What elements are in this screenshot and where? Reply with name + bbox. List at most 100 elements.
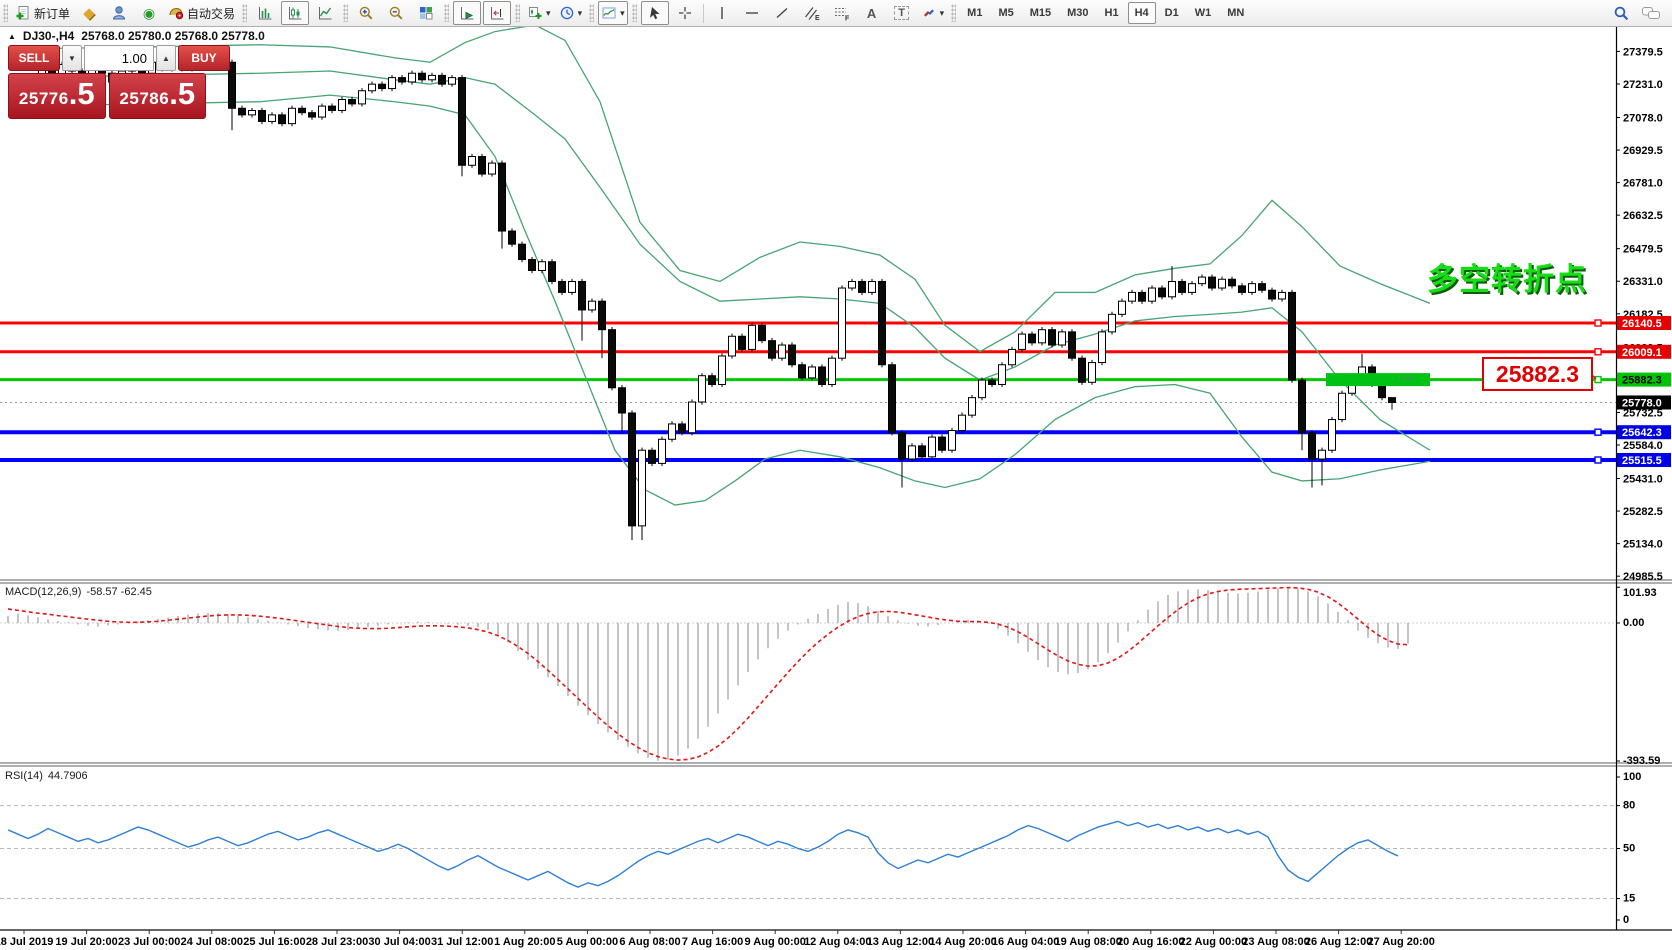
search-button[interactable] [1607, 1, 1635, 25]
price-callout-label[interactable]: 25882.3 [1482, 357, 1593, 391]
svg-text:6 Aug 08:00: 6 Aug 08:00 [619, 936, 680, 948]
new-chart-button[interactable]: ▾ [524, 1, 554, 25]
timeframe-d1-button[interactable]: D1 [1164, 7, 1179, 19]
price-badge-25515.5: 25515.5 [1617, 453, 1671, 468]
toolbar-grip[interactable] [515, 4, 521, 22]
svg-text:25584.0: 25584.0 [1623, 440, 1663, 452]
toolbar-grip[interactable] [589, 4, 595, 22]
volume-decrease-button[interactable]: ▼ [62, 45, 82, 71]
candlestick-chart-button[interactable] [281, 1, 310, 25]
price-badge-26009.1: 26009.1 [1617, 344, 1671, 359]
crosshair-button[interactable] [671, 1, 699, 25]
toolbar-grip[interactable] [631, 4, 637, 22]
zoom-out-button[interactable] [382, 1, 410, 25]
svg-text:25515.5: 25515.5 [1622, 455, 1662, 467]
vertical-line-button[interactable] [708, 1, 736, 25]
line-chart-button[interactable] [311, 1, 339, 25]
svg-text:100: 100 [1623, 771, 1641, 783]
order-entry-row: SELL ▼ ▲ BUY [8, 45, 230, 71]
svg-text:25642.3: 25642.3 [1622, 427, 1662, 439]
metaeditor-button[interactable]: ◆ [75, 1, 103, 25]
svg-text:24 Jul 08:00: 24 Jul 08:00 [181, 936, 243, 948]
zoom-in-button[interactable] [352, 1, 380, 25]
toolbar-grip[interactable] [343, 4, 349, 22]
chat-icon [1642, 7, 1660, 19]
signal-icon: ◉ [142, 5, 156, 21]
timeframe-m15-button[interactable]: M15 [1029, 7, 1052, 19]
buy-button[interactable]: BUY [178, 45, 230, 71]
line-handle[interactable] [1594, 456, 1602, 464]
svg-text:26479.5: 26479.5 [1623, 244, 1663, 256]
horizontal-line-button[interactable] [738, 1, 766, 25]
new-chart-icon [529, 7, 542, 19]
price-axis[interactable]: 27379.5 27231.0 27078.0 26929.5 26781.0 26632… [1615, 27, 1663, 930]
highlight-rectangle[interactable] [1326, 373, 1430, 387]
auto-scroll-button[interactable] [453, 1, 482, 25]
svg-text:5 Aug 00:00: 5 Aug 00:00 [557, 936, 618, 948]
chart-text-annotation[interactable]: 多空转折点 [1427, 262, 1587, 297]
svg-text:27231.0: 27231.0 [1623, 79, 1663, 91]
volume-increase-button[interactable]: ▲ [156, 45, 176, 71]
toolbar-right-group [1606, 1, 1666, 25]
arrows-button[interactable]: ▾ [918, 1, 948, 25]
svg-text:F: F [845, 16, 850, 22]
new-order-button[interactable]: 新订单 [12, 1, 73, 25]
svg-text:25 Jul 16:00: 25 Jul 16:00 [243, 936, 305, 948]
bar-chart-icon [259, 7, 272, 20]
auto-trading-label: 自动交易 [187, 6, 236, 21]
new-order-label: 新订单 [34, 6, 71, 21]
svg-text:13 Aug 12:00: 13 Aug 12:00 [867, 936, 934, 948]
fibonacci-button[interactable]: F [828, 1, 856, 25]
panel-collapse-icon[interactable]: ▲ [8, 31, 16, 41]
new-order-icon [15, 5, 31, 21]
toolbar-grip[interactable] [951, 4, 957, 22]
profile-button[interactable] [105, 1, 133, 25]
text-label-icon: T [894, 6, 909, 20]
text-label-button[interactable]: T [888, 1, 916, 25]
toolbar-grip[interactable] [242, 4, 248, 22]
crosshair-icon [678, 7, 691, 19]
line-handle[interactable] [1594, 428, 1602, 436]
text-button[interactable]: A [858, 1, 886, 25]
sell-button[interactable]: SELL [8, 45, 60, 71]
search-icon [1614, 6, 1628, 20]
line-handle[interactable] [1594, 319, 1602, 327]
volume-input[interactable] [84, 45, 154, 71]
bar-chart-button[interactable] [251, 1, 279, 25]
timeframe-m1-button[interactable]: M1 [967, 7, 983, 19]
timeframe-h4-button[interactable]: H4 [1127, 2, 1156, 24]
toolbar-grip[interactable] [444, 4, 450, 22]
svg-text:16 Aug 04:00: 16 Aug 04:00 [992, 936, 1059, 948]
chat-button[interactable] [1637, 1, 1665, 25]
line-handle[interactable] [1594, 348, 1602, 356]
zoom-out-icon [389, 6, 403, 20]
indicators-button[interactable]: ▾ [598, 1, 628, 25]
tile-windows-button[interactable] [412, 1, 440, 25]
price-badge-26140.5: 26140.5 [1617, 316, 1671, 330]
toolbar-grip[interactable] [3, 4, 8, 22]
timeframe-h1-button[interactable]: H1 [1104, 7, 1119, 19]
auto-scroll-icon [461, 7, 474, 20]
signals-button[interactable]: ◉ [135, 1, 163, 25]
period-clock-button[interactable]: ▾ [556, 1, 586, 25]
cursor-button[interactable] [640, 1, 669, 25]
timeframe-mn-button[interactable]: MN [1227, 7, 1245, 19]
trendline-button[interactable] [768, 1, 796, 25]
sell-price-box[interactable]: 25776 .5 [8, 73, 106, 119]
equidistant-channel-button[interactable]: E [798, 1, 826, 25]
chart-shift-button[interactable] [483, 1, 512, 25]
svg-text:25732.5: 25732.5 [1623, 407, 1663, 419]
timeframe-m5-button[interactable]: M5 [998, 7, 1014, 19]
arrows-icon [923, 9, 934, 17]
buy-price-box[interactable]: 25786 .5 [108, 73, 206, 119]
gold-diamond-icon: ◆ [83, 4, 95, 22]
timeframe-w1-button[interactable]: W1 [1194, 7, 1212, 19]
macd-name: MACD(12,26,9) [5, 586, 82, 598]
timeframe-m30-button[interactable]: M30 [1067, 7, 1089, 19]
svg-text:26781.0: 26781.0 [1623, 178, 1663, 190]
line-handle[interactable] [1594, 375, 1602, 384]
time-axis[interactable]: 18 Jul 2019 19 Jul 20:00 23 Jul 00:00 24 Ju… [0, 930, 1435, 948]
svg-text:-393.59: -393.59 [1623, 755, 1660, 767]
auto-trading-button[interactable]: 自动交易 [165, 1, 238, 25]
